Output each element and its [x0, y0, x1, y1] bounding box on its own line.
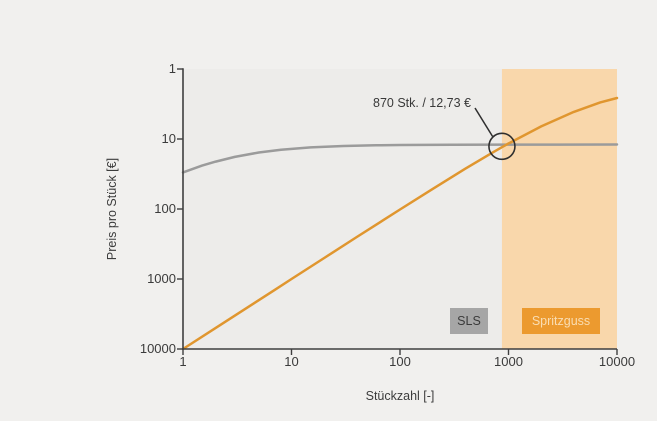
y-tick-label: 1000	[147, 271, 176, 286]
annotation-circle	[488, 132, 516, 161]
y-axis-title: Preis pro Stück [€]	[105, 157, 119, 261]
legend-label-sls: SLS	[457, 314, 481, 328]
x-tick-label: 1000	[494, 354, 523, 369]
y-tick-label: 10	[161, 131, 176, 146]
y-tick-label: 1	[168, 61, 176, 76]
series-line-sls	[181, 143, 619, 174]
series-line-spritzguss	[181, 96, 619, 351]
x-tick-label: 10000	[598, 354, 636, 369]
annotation-label: 870 Stk. / 12,73 €	[373, 96, 471, 110]
highlight-region-spritzguss	[501, 69, 617, 349]
x-tick-label: 100	[389, 354, 411, 369]
legend-chip-spritzguss: Spritzguss	[522, 308, 600, 334]
y-tick-label: 10000	[139, 341, 176, 356]
x-tick-label: 10	[284, 354, 299, 369]
legend-label-spritzguss: Spritzguss	[531, 314, 591, 328]
legend-chip-sls: SLS	[450, 308, 488, 334]
tick-marks	[177, 68, 618, 355]
x-tick-label: 1	[179, 354, 187, 369]
x-axis-title: Stückzahl [-]	[365, 389, 435, 403]
y-tick-label: 100	[154, 201, 176, 216]
annotation-leader-line	[474, 107, 494, 137]
